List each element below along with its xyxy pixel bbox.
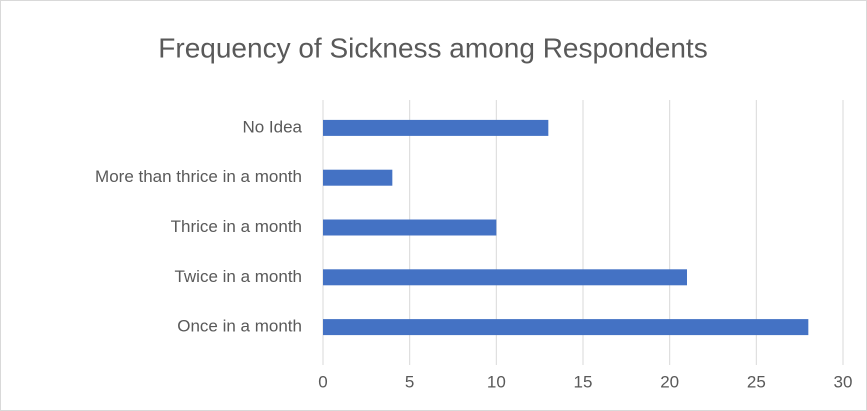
bar (323, 219, 497, 236)
chart-title: Frequency of Sickness among Respondents (158, 32, 707, 63)
bar (323, 319, 809, 336)
x-tick-label: 0 (318, 372, 327, 391)
y-tick-label: Thrice in a month (171, 217, 302, 236)
y-tick-label: Twice in a month (174, 267, 302, 286)
bar (323, 119, 549, 136)
y-tick-label: Once in a month (177, 317, 302, 336)
x-tick-label: 10 (487, 372, 506, 391)
x-tick-label: 20 (660, 372, 679, 391)
x-tick-label: 15 (574, 372, 593, 391)
y-tick-label: No Idea (242, 117, 302, 136)
x-tick-label: 25 (747, 372, 766, 391)
x-tick-label: 5 (405, 372, 414, 391)
y-tick-label: More than thrice in a month (95, 167, 302, 186)
bar (323, 269, 687, 286)
x-tick-label: 30 (834, 372, 853, 391)
bar (323, 169, 393, 186)
